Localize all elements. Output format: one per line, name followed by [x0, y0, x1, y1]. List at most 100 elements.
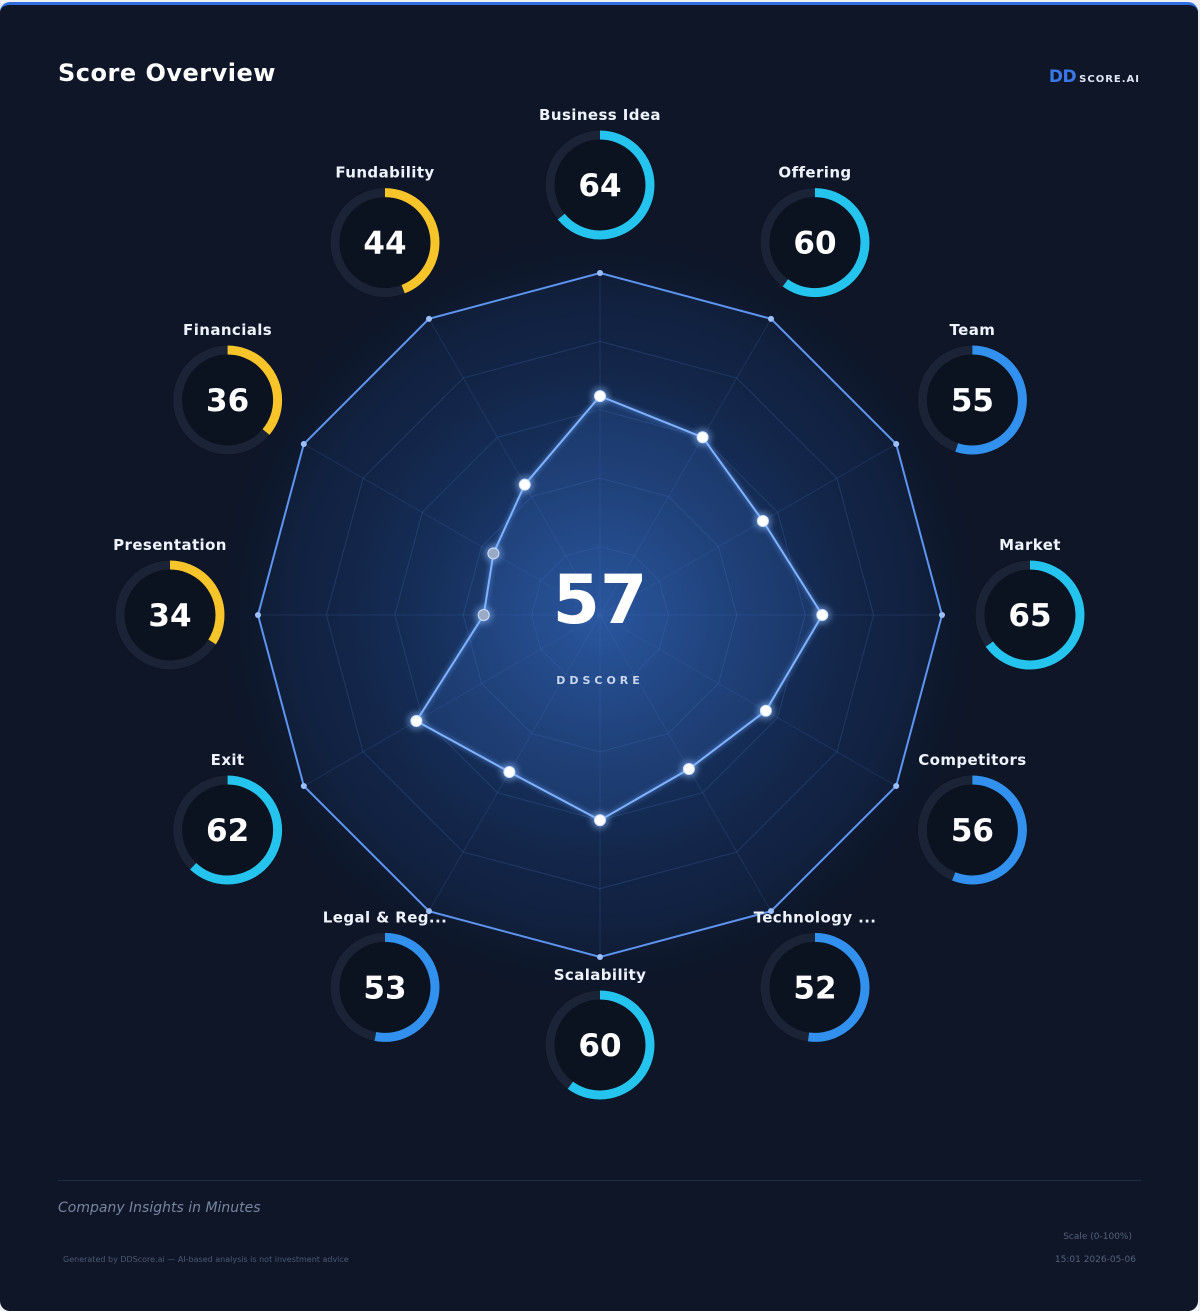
radar-grid-ring	[462, 477, 738, 753]
category-market-gauge-bg	[975, 560, 1085, 670]
category-competitors-gauge-bg	[917, 775, 1028, 885]
category-scalability-gauge-fill	[545, 990, 655, 1100]
category-financials-gauge-bg	[172, 345, 283, 455]
category-technology-score: 52	[793, 970, 836, 1006]
data-point	[756, 514, 769, 527]
category-offering-score: 60	[793, 226, 836, 262]
data-point	[487, 547, 500, 560]
category-scalability-gauge-bg	[545, 990, 655, 1100]
category-offering-gauge: 60 Offering	[760, 164, 870, 298]
category-legal-reg-gauge: 53 Legal & Reg...	[323, 908, 447, 1043]
footer-tagline: Company Insights in Minutes	[58, 1200, 261, 1216]
category-legal-reg-gauge-fill	[330, 932, 440, 1042]
radar-vertex-dot	[300, 441, 307, 447]
radar-vertex-dot	[768, 908, 774, 915]
category-competitors-gauge: 56 Competitors	[917, 751, 1028, 885]
category-team-score: 55	[951, 383, 994, 419]
category-scalability-score: 60	[578, 1028, 621, 1064]
radar-spoke	[303, 614, 601, 787]
category-competitors-score: 56	[951, 813, 994, 849]
category-fundability-gauge-fill	[330, 188, 440, 298]
category-presentation-gauge-fill	[115, 560, 225, 670]
overall-score-label: DDSCORE	[556, 674, 644, 687]
category-fundability-gauge-bg	[330, 187, 440, 298]
category-financials-gauge-fill	[173, 345, 283, 455]
category-business-idea-label: Business Idea	[539, 106, 661, 124]
category-financials-gauge: 36 Financials	[172, 321, 283, 455]
category-market-gauge: 65 Market	[975, 536, 1085, 670]
radar-vertex-dot	[893, 783, 900, 789]
category-team-gauge-fill	[917, 345, 1027, 455]
radar-spoke	[599, 443, 897, 616]
data-point	[682, 763, 695, 776]
scale-note: Scale (0-100%)	[1063, 1232, 1132, 1242]
category-presentation-score: 34	[148, 598, 191, 634]
radar-vertex-dot	[597, 954, 603, 960]
category-exit-gauge-fill	[173, 775, 283, 885]
category-competitors-gauge-fill	[917, 775, 1027, 885]
data-point	[594, 390, 606, 403]
radar-vertex-dot	[255, 612, 261, 618]
data-point	[477, 609, 490, 621]
category-competitors-label: Competitors	[918, 751, 1026, 769]
radar-vertex-dot	[893, 441, 900, 447]
category-presentation-gauge-bg	[115, 560, 225, 670]
radar-vertex-dot	[426, 908, 432, 915]
category-exit-score: 62	[206, 813, 249, 849]
category-legal-reg-gauge-bg	[330, 932, 440, 1043]
category-technology-gauge-bg	[760, 932, 870, 1043]
radar-spoke	[599, 318, 772, 616]
category-offering-gauge-fill	[760, 188, 870, 298]
category-scalability-gauge: 60 Scalability	[545, 966, 655, 1100]
radar-grid-ring	[325, 340, 875, 890]
radar-vertex-dot	[939, 612, 945, 618]
category-legal-reg-score: 53	[363, 970, 406, 1006]
data-point	[816, 609, 829, 621]
category-financials-score: 36	[206, 383, 249, 419]
logo-mark: DD	[1048, 67, 1077, 87]
category-exit-label: Exit	[211, 751, 245, 769]
radar-vertex-dot	[768, 315, 774, 322]
category-technology-label: Technology ...	[754, 908, 877, 926]
category-financials-label: Financials	[183, 321, 272, 339]
category-exit-gauge-bg	[172, 775, 283, 885]
date-note: 15:01 2026-05-06	[1054, 1255, 1136, 1265]
category-offering-label: Offering	[778, 164, 851, 182]
radar-vertex-dot	[597, 270, 603, 276]
radar-spoke	[428, 614, 601, 912]
radar-glow	[206, 221, 994, 1009]
category-business-idea-gauge: 64 Business Idea	[539, 106, 661, 240]
category-scalability-label: Scalability	[554, 966, 647, 984]
radar-spoke	[303, 443, 601, 616]
category-legal-reg-label: Legal & Reg...	[323, 908, 447, 926]
category-business-idea-score: 64	[578, 168, 621, 204]
category-presentation-gauge: 34 Presentation	[113, 536, 226, 670]
category-team-gauge-bg	[917, 345, 1028, 455]
category-fundability-score: 44	[363, 226, 406, 262]
data-point	[518, 478, 531, 491]
overall-score: 57	[553, 561, 648, 640]
page-title: Score Overview	[58, 59, 276, 87]
radar-chart: 57 DDSCORE 64 Business Idea 60 Offering 55 Tea…	[113, 106, 1085, 1100]
category-team-gauge: 55 Team	[917, 321, 1028, 455]
category-business-idea-gauge-fill	[545, 130, 655, 240]
category-technology-gauge-fill	[760, 932, 870, 1042]
logo-text: SCORE.AI	[1079, 74, 1140, 85]
brand-logo: DD SCORE.AI	[1049, 67, 1140, 87]
data-point	[410, 715, 423, 728]
radar-spoke	[599, 614, 897, 787]
category-market-gauge-fill	[975, 560, 1085, 670]
radar-vertex-dot	[426, 315, 432, 322]
category-market-score: 65	[1008, 598, 1051, 634]
category-fundability-label: Fundability	[335, 164, 434, 182]
data-point	[759, 704, 772, 717]
data-point	[503, 765, 516, 778]
data-point	[696, 431, 709, 444]
radar-vertex-dot	[300, 783, 307, 789]
category-fundability-gauge: 44 Fundability	[330, 164, 440, 298]
category-offering-gauge-bg	[760, 187, 870, 298]
category-team-label: Team	[950, 321, 996, 339]
score-rings: 64 Business Idea 60 Offering 55 Team 65 Market 5…	[113, 106, 1085, 1100]
category-exit-gauge: 62 Exit	[172, 751, 283, 885]
